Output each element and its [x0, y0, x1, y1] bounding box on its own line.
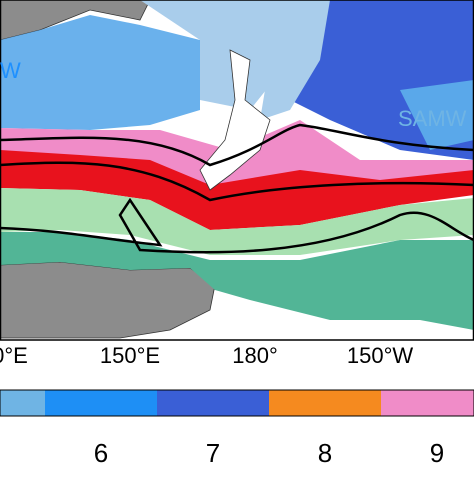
water-mass-region: [0, 15, 200, 130]
colorbar-tick-label: 6: [94, 438, 108, 468]
colorbar-segment: [381, 390, 474, 416]
colorbar-segment: [157, 390, 269, 416]
map-label: SAMW: [398, 106, 467, 131]
colorbar-segment: [45, 390, 157, 416]
colorbar-frame: [0, 389, 474, 417]
front-contour: [0, 161, 474, 202]
land: [199, 49, 271, 191]
x-tick-label: 150°E: [100, 343, 160, 368]
water-mass-region: [400, 80, 474, 150]
x-tick-label: 0°E: [0, 343, 28, 368]
water-mass-region: [260, 0, 330, 120]
front-contour: [0, 197, 474, 254]
water-mass-region: [0, 232, 474, 330]
x-tick-label: 180°: [232, 343, 278, 368]
water-mass-region: [0, 188, 474, 255]
water-mass-region: [140, 0, 300, 110]
colorbar-segment: [269, 390, 381, 416]
water-mass-region: [0, 150, 474, 230]
map: [0, 0, 474, 341]
map-label: W: [0, 58, 21, 83]
x-tick-label: 150°W: [347, 343, 414, 368]
front-contour: [0, 123, 474, 167]
land: [0, 0, 151, 41]
colorbar-tick-label: 8: [318, 438, 332, 468]
colorbar-tick-label: 9: [430, 438, 444, 468]
colorbar-tick-label: 7: [206, 438, 220, 468]
colorbar: 6 7 8 9: [0, 389, 474, 468]
colorbar-segment: [0, 390, 45, 416]
